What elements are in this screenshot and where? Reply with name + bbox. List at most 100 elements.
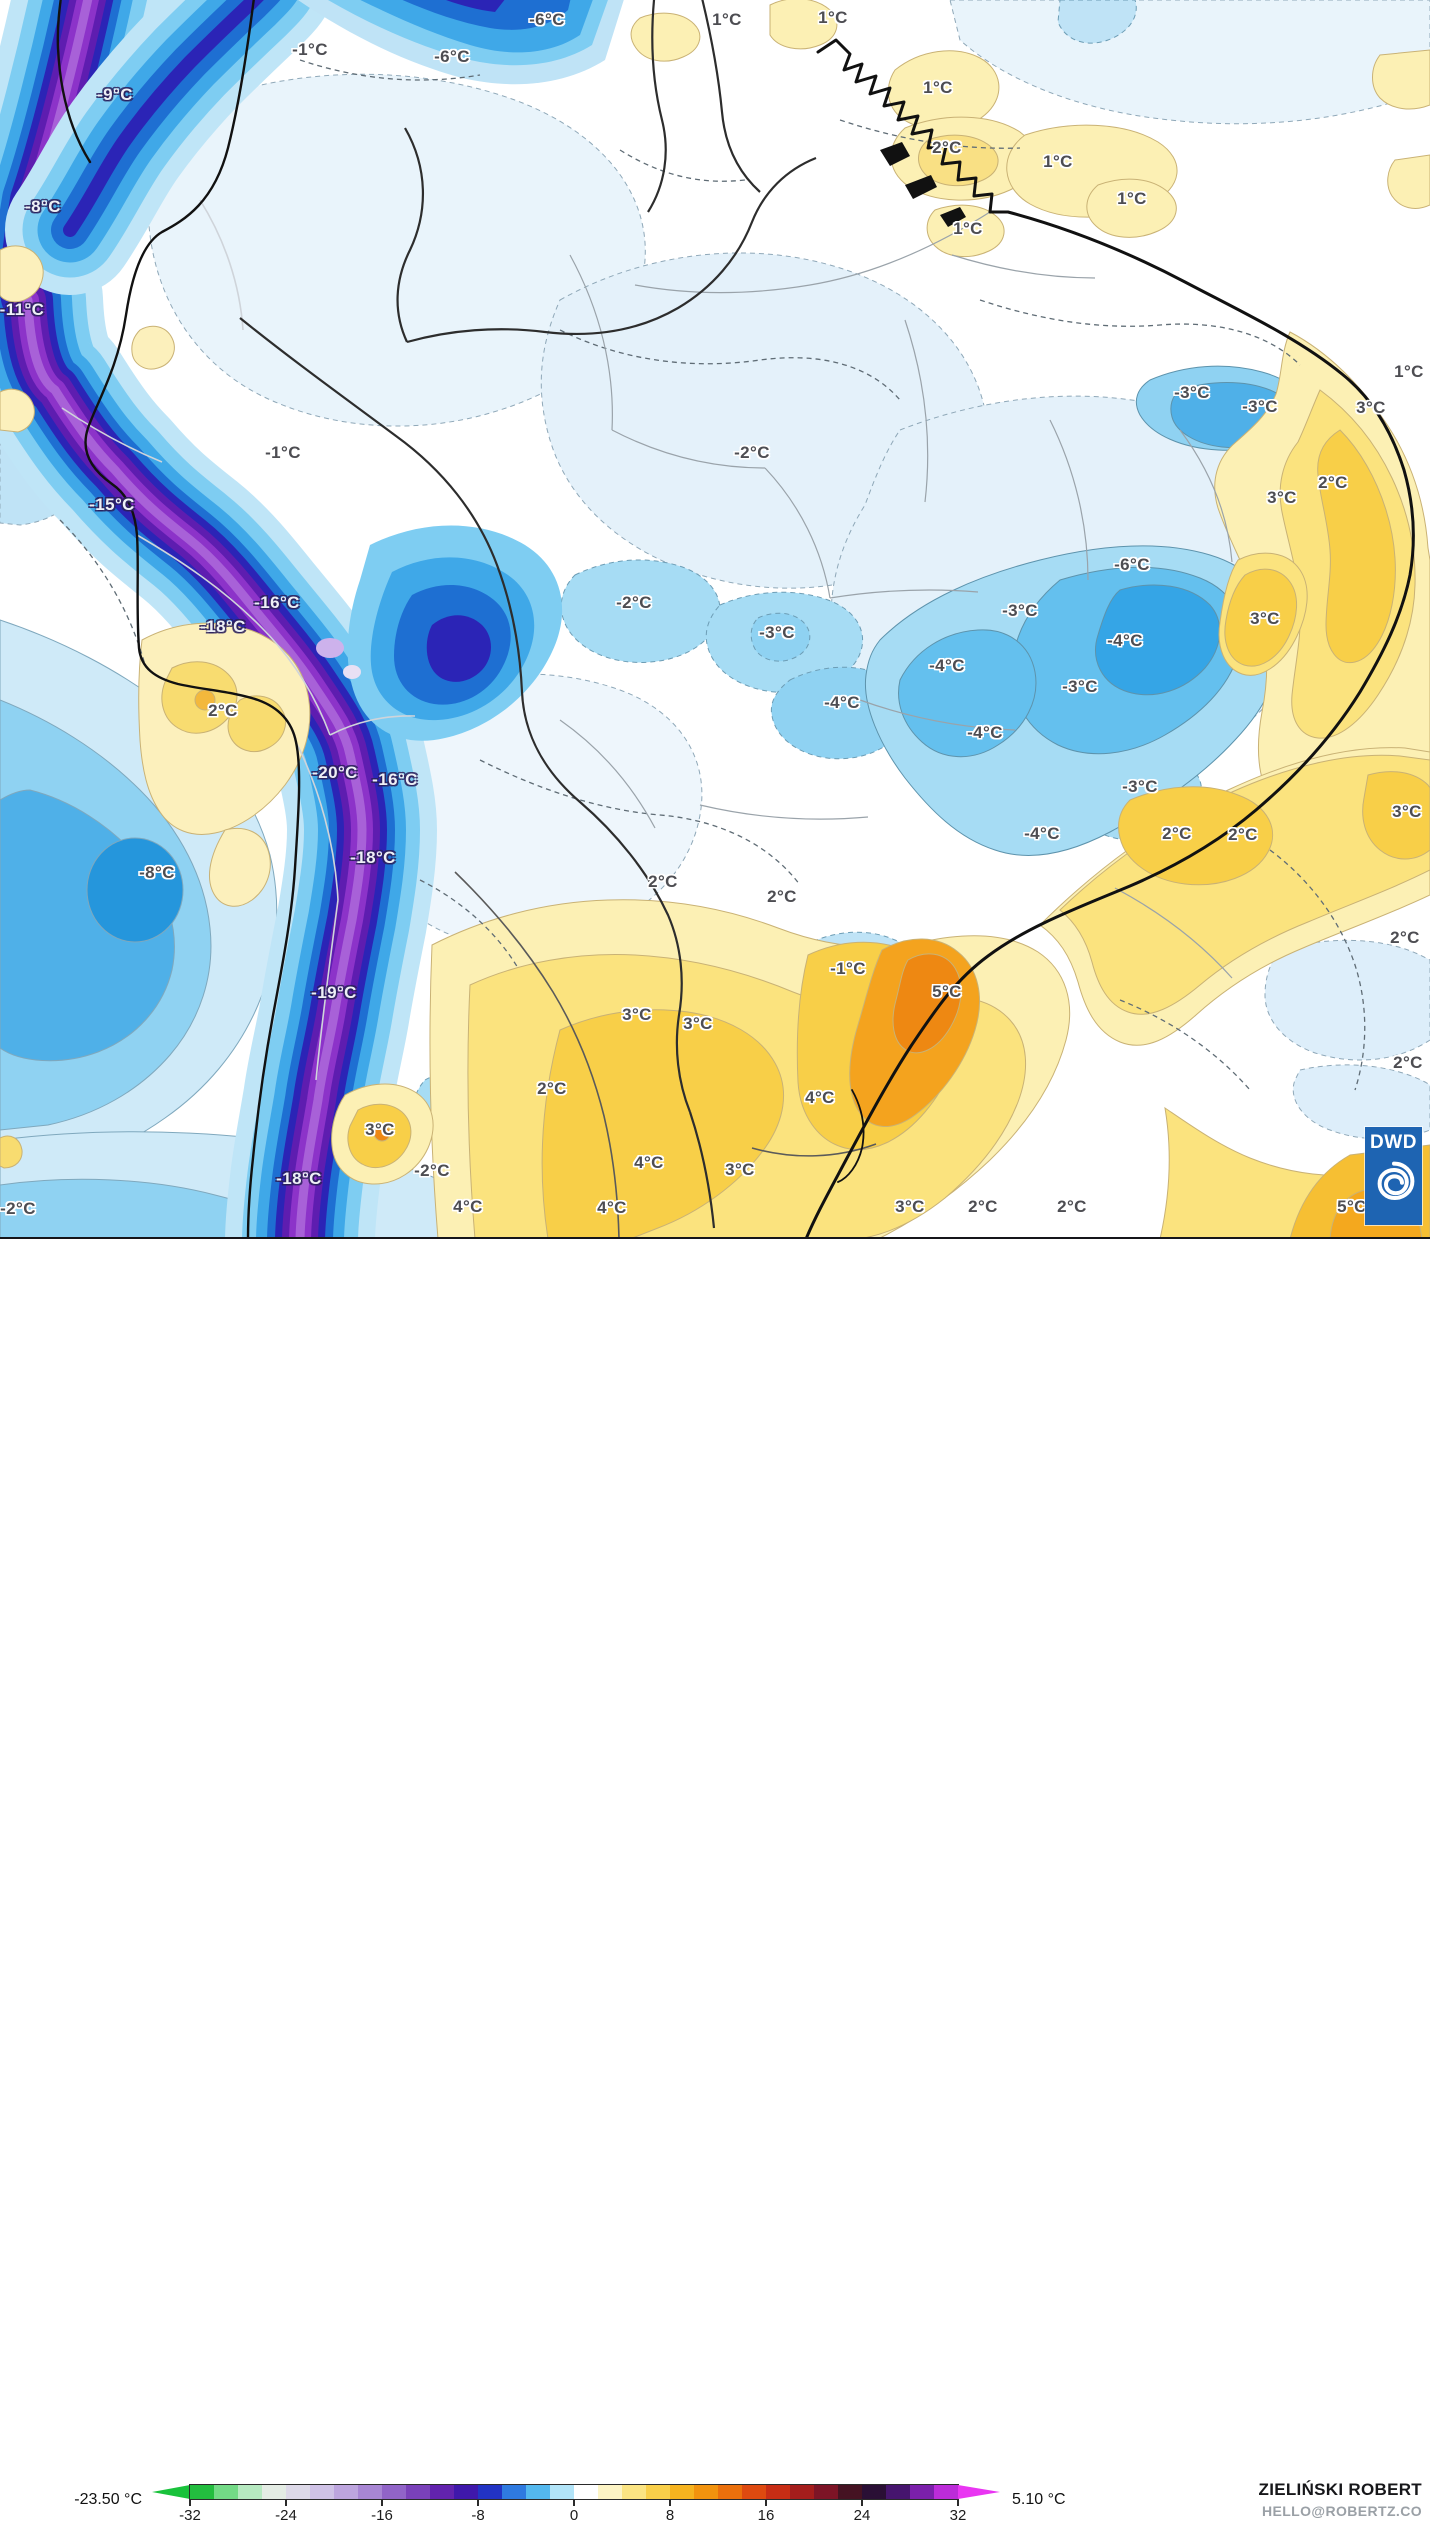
attribution-email: HELLO@ROBERTZ.CO — [1261, 2503, 1422, 2519]
temperature-label: -3°C — [1062, 677, 1098, 696]
colorbar-segment — [214, 2485, 238, 2499]
temperature-label: 2°C — [932, 138, 962, 157]
temperature-label: -8°C — [139, 863, 175, 882]
temperature-label: -4°C — [1107, 631, 1143, 650]
temperature-label: 2°C — [968, 1197, 998, 1216]
temperature-label: -2°C — [414, 1161, 450, 1180]
temperature-label: 3°C — [365, 1120, 395, 1139]
colorbar-tick — [477, 2499, 479, 2506]
colorbar-tick — [381, 2499, 383, 2506]
temperature-label: -2°C — [734, 443, 770, 462]
temperature-label: 1°C — [1394, 362, 1424, 381]
temperature-label: -1°C — [265, 443, 301, 462]
colorbar-segment — [910, 2485, 934, 2499]
colorbar-segment — [646, 2485, 670, 2499]
temperature-label: -4°C — [824, 693, 860, 712]
temperature-label: -18°C — [200, 617, 246, 636]
colorbar-segment — [310, 2485, 334, 2499]
temperature-label: -3°C — [1174, 383, 1210, 402]
colorbar-min-value: -23.50 °C — [74, 2491, 142, 2508]
colorbar-segment — [694, 2485, 718, 2499]
temperature-anomaly-graphic — [0, 0, 1430, 1237]
temperature-label: -20°C — [312, 763, 358, 782]
colorbar-tick-label: 24 — [853, 2507, 871, 2524]
colorbar-tick-label: 8 — [665, 2507, 675, 2524]
colorbar-tick-label: -32 — [179, 2507, 201, 2524]
temperature-label: 2°C — [1318, 473, 1348, 492]
temperature-label: -6°C — [1114, 555, 1150, 574]
temperature-label: -3°C — [1242, 397, 1278, 416]
temperature-label: 2°C — [648, 872, 678, 891]
colorbar-segment — [718, 2485, 742, 2499]
temperature-label: -4°C — [1024, 824, 1060, 843]
colorbar-segment — [766, 2485, 790, 2499]
temperature-label: -15°C — [89, 495, 135, 514]
colorbar-tick — [669, 2499, 671, 2506]
temperature-label: -18°C — [350, 848, 396, 867]
temperature-label: -3°C — [1002, 601, 1038, 620]
colorbar-segment — [478, 2485, 502, 2499]
temperature-label: -1°C — [830, 959, 866, 978]
colorbar-segment — [358, 2485, 382, 2499]
dwd-logo-label: DWD — [1370, 1132, 1417, 1153]
temperature-label: -16°C — [372, 770, 418, 789]
colorbar-segment — [502, 2485, 526, 2499]
colorbar-tick-label: -24 — [275, 2507, 297, 2524]
colorbar-tick — [861, 2499, 863, 2506]
temperature-label: -6°C — [434, 47, 470, 66]
temperature-label: 4°C — [597, 1198, 627, 1217]
colorbar-tick-label: 0 — [569, 2507, 579, 2524]
colorbar-tick-label: 32 — [949, 2507, 967, 2524]
temperature-label: 3°C — [1267, 488, 1297, 507]
temperature-label: -9°C — [97, 85, 133, 104]
colorbar-segment — [334, 2485, 358, 2499]
temperature-label: -3°C — [759, 623, 795, 642]
temperature-label: 2°C — [1393, 1053, 1423, 1072]
colorbar-segment — [574, 2485, 598, 2499]
temperature-label: 1°C — [1117, 189, 1147, 208]
colorbar-segment — [550, 2485, 574, 2499]
colorbar-segment — [670, 2485, 694, 2499]
cyclone-spiral-icon — [1377, 1161, 1414, 1201]
temperature-label: 2°C — [1390, 928, 1420, 947]
attribution-name: ZIELIŃSKI ROBERT — [1258, 2480, 1422, 2499]
temperature-label: 3°C — [622, 1005, 652, 1024]
temperature-label: 4°C — [805, 1088, 835, 1107]
colorbar-segment — [814, 2485, 838, 2499]
colorbar-segment — [934, 2485, 958, 2499]
colorbar-max-value: 5.10 °C — [1012, 2491, 1066, 2508]
temperature-label: 3°C — [683, 1014, 713, 1033]
temperature-label: 3°C — [1392, 802, 1422, 821]
temperature-label: 2°C — [1162, 824, 1192, 843]
temperature-label: -8°C — [25, 197, 61, 216]
temperature-label: 1°C — [818, 8, 848, 27]
temperature-label: 3°C — [1356, 398, 1386, 417]
colorbar-segment — [382, 2485, 406, 2499]
temperature-label: 1°C — [953, 219, 983, 238]
attribution: ZIELIŃSKI ROBERT HELLO@ROBERTZ.CO — [1259, 2480, 1422, 2519]
temperature-label: 2°C — [1228, 825, 1258, 844]
colorbar-segment — [598, 2485, 622, 2499]
temperature-label: 2°C — [537, 1079, 567, 1098]
colorbar-tick-label: 16 — [757, 2507, 775, 2524]
temperature-label: 2°C — [767, 887, 797, 906]
temperature-label: -4°C — [929, 656, 965, 675]
colorbar-segment — [622, 2485, 646, 2499]
temperature-label: -1°C — [292, 40, 328, 59]
temperature-label: -6°C — [529, 10, 565, 29]
colorbar-segment — [238, 2485, 262, 2499]
temperature-label: -3°C — [1122, 777, 1158, 796]
weather-map: -9°C -1°C -6°C -6°C 1°C 1°C 1°C 2°C 1°C 1°C 1°C -8°… — [0, 0, 1430, 1239]
colorbar-segment — [262, 2485, 286, 2499]
dwd-logo: DWD — [1365, 1127, 1422, 1225]
colorbar-segment — [190, 2485, 214, 2499]
temperature-label: 3°C — [725, 1160, 755, 1179]
temperature-label: 1°C — [1043, 152, 1073, 171]
temperature-label: -11°C — [0, 300, 45, 319]
colorbar-segments — [189, 2484, 959, 2500]
temperature-label: -16°C — [254, 593, 300, 612]
colorbar-footer: -32 -24 -16 -8 0 8 16 24 32 -23.50 °C 5.10 °C ZI… — [0, 1239, 1430, 2524]
colorbar-tick — [189, 2499, 191, 2506]
colorbar-segment — [862, 2485, 886, 2499]
temperature-label: 4°C — [634, 1153, 664, 1172]
